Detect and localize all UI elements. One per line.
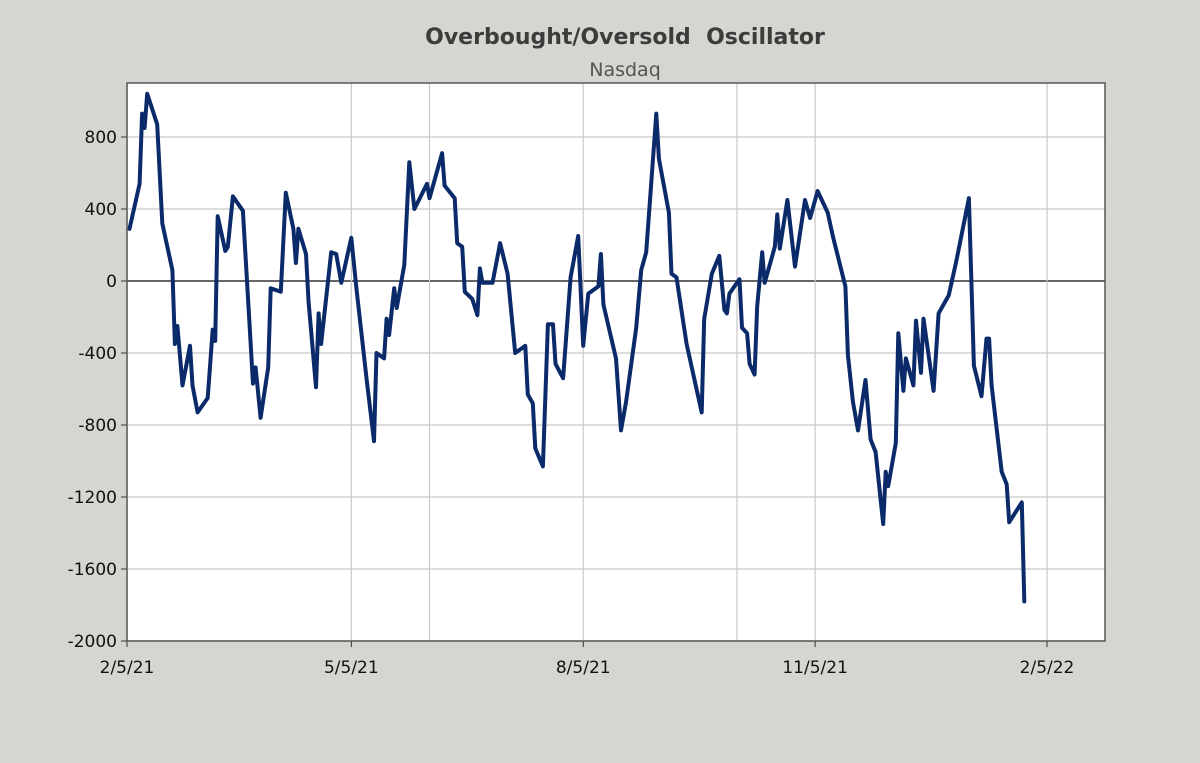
y-axis: 800 400 0 -400 -800 -1200 -1600 -2000	[68, 128, 127, 652]
y-tick-label: -400	[78, 344, 117, 364]
y-tick-label: 0	[106, 272, 117, 292]
x-tick-label: 2/5/21	[100, 658, 155, 678]
plot-border	[126, 82, 1106, 642]
chart-subtitle: Nasdaq	[589, 59, 661, 81]
y-tick-label: -800	[78, 416, 117, 436]
chart-title: Overbought/Oversold Oscillator	[425, 25, 825, 50]
x-tick-label: 5/5/21	[324, 658, 379, 678]
series-line-nasdaq	[127, 91, 1027, 604]
x-tick-label: 11/5/21	[782, 658, 848, 678]
y-tick-label: -2000	[68, 632, 117, 652]
x-tick-label: 8/5/21	[556, 658, 611, 678]
x-tick-label: 2/5/22	[1020, 658, 1075, 678]
y-tick-label: -1600	[68, 560, 117, 580]
y-tick-label: -1200	[68, 488, 117, 508]
x-axis: 2/5/21 5/5/21 8/5/21 11/5/21 2/5/22	[100, 641, 1075, 678]
y-tick-label: 400	[85, 200, 117, 220]
y-tick-label: 800	[85, 128, 117, 148]
